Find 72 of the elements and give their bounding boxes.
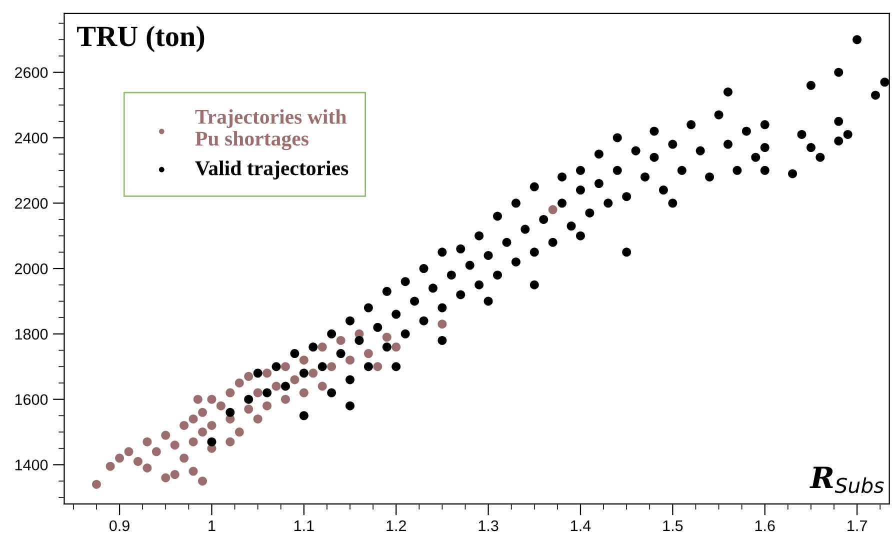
point: [438, 320, 447, 329]
x-tick-label: 0.9: [110, 520, 130, 532]
point: [188, 414, 198, 424]
point: [216, 401, 226, 410]
point: [280, 394, 290, 404]
point: [253, 414, 262, 424]
point: [290, 375, 300, 384]
point: [198, 476, 208, 486]
point: [115, 454, 124, 463]
legend-label: Trajectories with Pu shortages: [195, 109, 346, 150]
point: [299, 356, 308, 365]
point: [180, 454, 189, 463]
point: [392, 342, 401, 352]
x-tick-label: 1.7: [848, 520, 867, 532]
point: [548, 205, 558, 214]
legend-label: Valid trajectories: [195, 160, 348, 180]
point: [318, 342, 327, 352]
point: [207, 420, 216, 430]
x-tick-label: 1: [208, 520, 216, 532]
point: [207, 394, 216, 404]
point: [336, 336, 346, 345]
point: [327, 362, 336, 372]
point: [272, 382, 281, 391]
point: [161, 430, 170, 440]
point: [193, 394, 202, 404]
x-tick-label: 1.3: [478, 520, 498, 532]
y-tick-label: 2400: [15, 132, 48, 144]
point: [373, 362, 382, 372]
point: [318, 382, 327, 391]
x-axis-title: R$_{Subs}$: [810, 466, 884, 494]
point: [170, 440, 180, 450]
point: [382, 332, 392, 342]
point: [262, 401, 272, 410]
chart-title: TRU (ton): [77, 26, 204, 52]
point: [124, 447, 134, 456]
point: [299, 388, 308, 398]
point: [198, 428, 208, 437]
y-tick-label: 2000: [15, 263, 48, 274]
point: [188, 437, 198, 446]
point: [161, 473, 170, 482]
point: [244, 372, 254, 381]
point: [262, 368, 272, 378]
point: [142, 437, 152, 446]
point: [92, 480, 101, 489]
point: [308, 368, 318, 378]
x-tick-label: 1.6: [755, 520, 775, 532]
x-tick-label: 1.2: [386, 520, 406, 532]
point: [346, 356, 355, 365]
point: [280, 362, 290, 372]
point: [142, 463, 152, 472]
point: [180, 420, 189, 430]
x-tick-label: 1.1: [294, 520, 314, 532]
y-tick-label: 2200: [15, 198, 48, 209]
y-tick-label: 1600: [15, 394, 48, 406]
point: [188, 466, 198, 476]
point: [133, 456, 142, 466]
x-tick-label: 1.5: [663, 520, 683, 532]
point: [364, 349, 373, 358]
point: [152, 447, 161, 456]
point: [106, 462, 115, 471]
point: [170, 470, 180, 480]
y-tick-label: 2600: [15, 67, 48, 78]
point: [234, 378, 244, 388]
point: [244, 404, 254, 414]
point: [234, 428, 244, 437]
point: [198, 408, 208, 417]
y-tick-label: 1400: [15, 460, 48, 470]
y-tick-label: 1800: [15, 328, 48, 340]
point: [253, 388, 262, 398]
x-tick-label: 1.4: [571, 520, 591, 532]
point: [226, 388, 235, 398]
point: [226, 437, 235, 446]
